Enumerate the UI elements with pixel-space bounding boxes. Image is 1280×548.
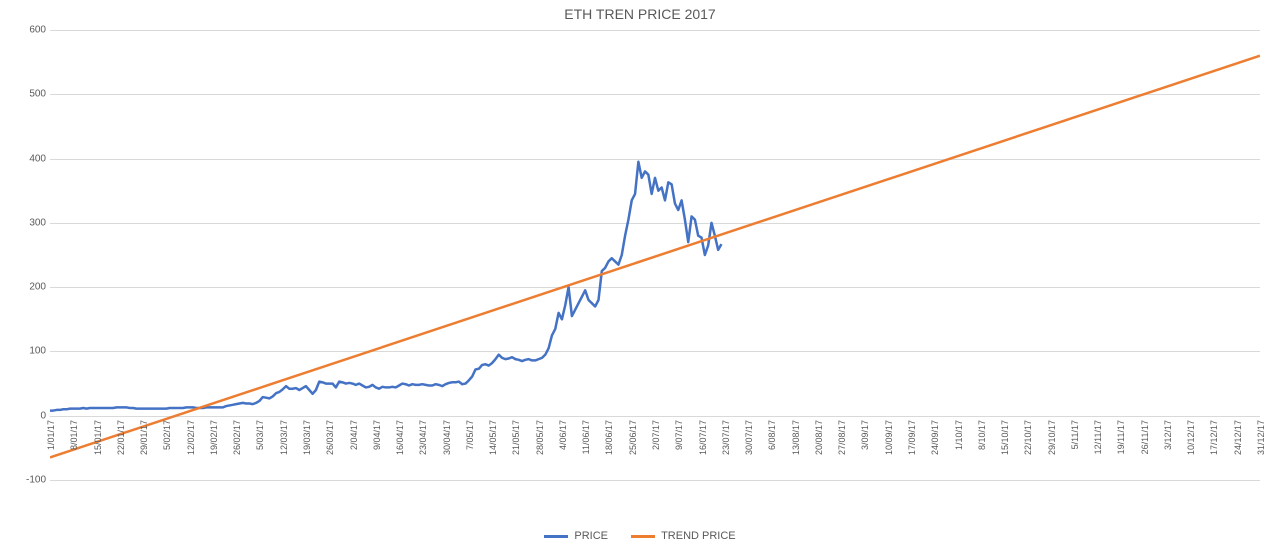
x-tick-label: 5/11/17 xyxy=(1070,420,1080,449)
x-tick-label: 23/07/17 xyxy=(721,420,731,455)
legend-swatch-price xyxy=(544,535,568,538)
x-tick-label: 21/05/17 xyxy=(511,420,521,455)
x-tick-label: 28/05/17 xyxy=(535,420,545,455)
x-tick-label: 14/05/17 xyxy=(488,420,498,455)
x-tick-label: 3/09/17 xyxy=(860,420,870,450)
chart-container: ETH TREN PRICE 2017 -100 0 100 200 300 400 500… xyxy=(0,0,1280,548)
x-tick-label: 26/02/17 xyxy=(232,420,242,455)
y-tick-label: 300 xyxy=(6,217,46,228)
gridline xyxy=(50,480,1260,481)
legend-label-trend: TREND PRICE xyxy=(661,530,736,542)
x-tick-label: 27/08/17 xyxy=(837,420,847,455)
x-tick-label: 8/01/17 xyxy=(69,420,79,450)
legend-swatch-trend xyxy=(631,535,655,538)
x-tick-label: 12/03/17 xyxy=(279,420,289,455)
x-tick-label: 3/12/17 xyxy=(1163,420,1173,450)
plot-area xyxy=(50,30,1260,480)
x-tick-label: 30/07/17 xyxy=(744,420,754,455)
legend-label-price: PRICE xyxy=(574,530,608,542)
y-tick-label: 600 xyxy=(6,25,46,36)
legend-item-price: PRICE xyxy=(544,530,608,542)
x-tick-label: 2/04/17 xyxy=(349,420,359,450)
x-tick-label: 10/09/17 xyxy=(884,420,894,455)
x-tick-label: 9/07/17 xyxy=(674,420,684,450)
y-tick-label: 200 xyxy=(6,282,46,293)
x-tick-label: 25/06/17 xyxy=(628,420,638,455)
y-tick-label: 500 xyxy=(6,89,46,100)
x-tick-label: 1/10/17 xyxy=(954,420,964,450)
x-tick-label: 15/10/17 xyxy=(1000,420,1010,455)
x-tick-label: 18/06/17 xyxy=(604,420,614,455)
x-tick-label: 4/06/17 xyxy=(558,420,568,450)
x-tick-label: 12/02/17 xyxy=(186,420,196,455)
x-tick-label: 23/04/17 xyxy=(418,420,428,455)
series-price xyxy=(50,162,721,411)
x-tick-label: 19/11/17 xyxy=(1116,420,1126,454)
x-tick-label: 6/08/17 xyxy=(767,420,777,450)
legend-item-trend: TREND PRICE xyxy=(631,530,736,542)
x-tick-label: 24/12/17 xyxy=(1233,420,1243,455)
y-tick-label: -100 xyxy=(6,475,46,486)
x-tick-label: 8/10/17 xyxy=(977,420,987,450)
x-tick-label: 19/03/17 xyxy=(302,420,312,455)
x-tick-label: 26/03/17 xyxy=(325,420,335,455)
x-tick-label: 24/09/17 xyxy=(930,420,940,455)
x-tick-label: 16/04/17 xyxy=(395,420,405,455)
y-tick-label: 0 xyxy=(6,410,46,421)
x-tick-label: 12/11/17 xyxy=(1093,420,1103,454)
x-tick-label: 22/10/17 xyxy=(1023,420,1033,455)
x-tick-label: 16/07/17 xyxy=(698,420,708,455)
x-tick-label: 10/12/17 xyxy=(1186,420,1196,455)
x-tick-label: 26/11/17 xyxy=(1140,420,1150,454)
x-tick-label: 19/02/17 xyxy=(209,420,219,455)
x-tick-label: 1/01/17 xyxy=(46,420,56,450)
x-tick-label: 13/08/17 xyxy=(791,420,801,455)
x-tick-label: 29/10/17 xyxy=(1047,420,1057,455)
y-tick-label: 400 xyxy=(6,153,46,164)
x-tick-label: 17/12/17 xyxy=(1209,420,1219,455)
y-tick-label: 100 xyxy=(6,346,46,357)
x-tick-label: 11/06/17 xyxy=(581,420,591,454)
x-tick-label: 5/03/17 xyxy=(255,420,265,450)
x-tick-label: 15/01/17 xyxy=(93,420,103,455)
x-tick-label: 7/05/17 xyxy=(465,420,475,450)
series-trend xyxy=(50,56,1260,458)
x-tick-label: 9/04/17 xyxy=(372,420,382,450)
x-tick-label: 29/01/17 xyxy=(139,420,149,455)
x-tick-label: 2/07/17 xyxy=(651,420,661,450)
legend: PRICE TREND PRICE xyxy=(0,529,1280,543)
x-tick-label: 20/08/17 xyxy=(814,420,824,455)
x-tick-label: 22/01/17 xyxy=(116,420,126,455)
x-tick-label: 30/04/17 xyxy=(442,420,452,455)
x-tick-label: 31/12/17 xyxy=(1256,420,1266,455)
chart-title: ETH TREN PRICE 2017 xyxy=(0,6,1280,22)
x-tick-label: 5/02/17 xyxy=(162,420,172,450)
x-tick-label: 17/09/17 xyxy=(907,420,917,455)
